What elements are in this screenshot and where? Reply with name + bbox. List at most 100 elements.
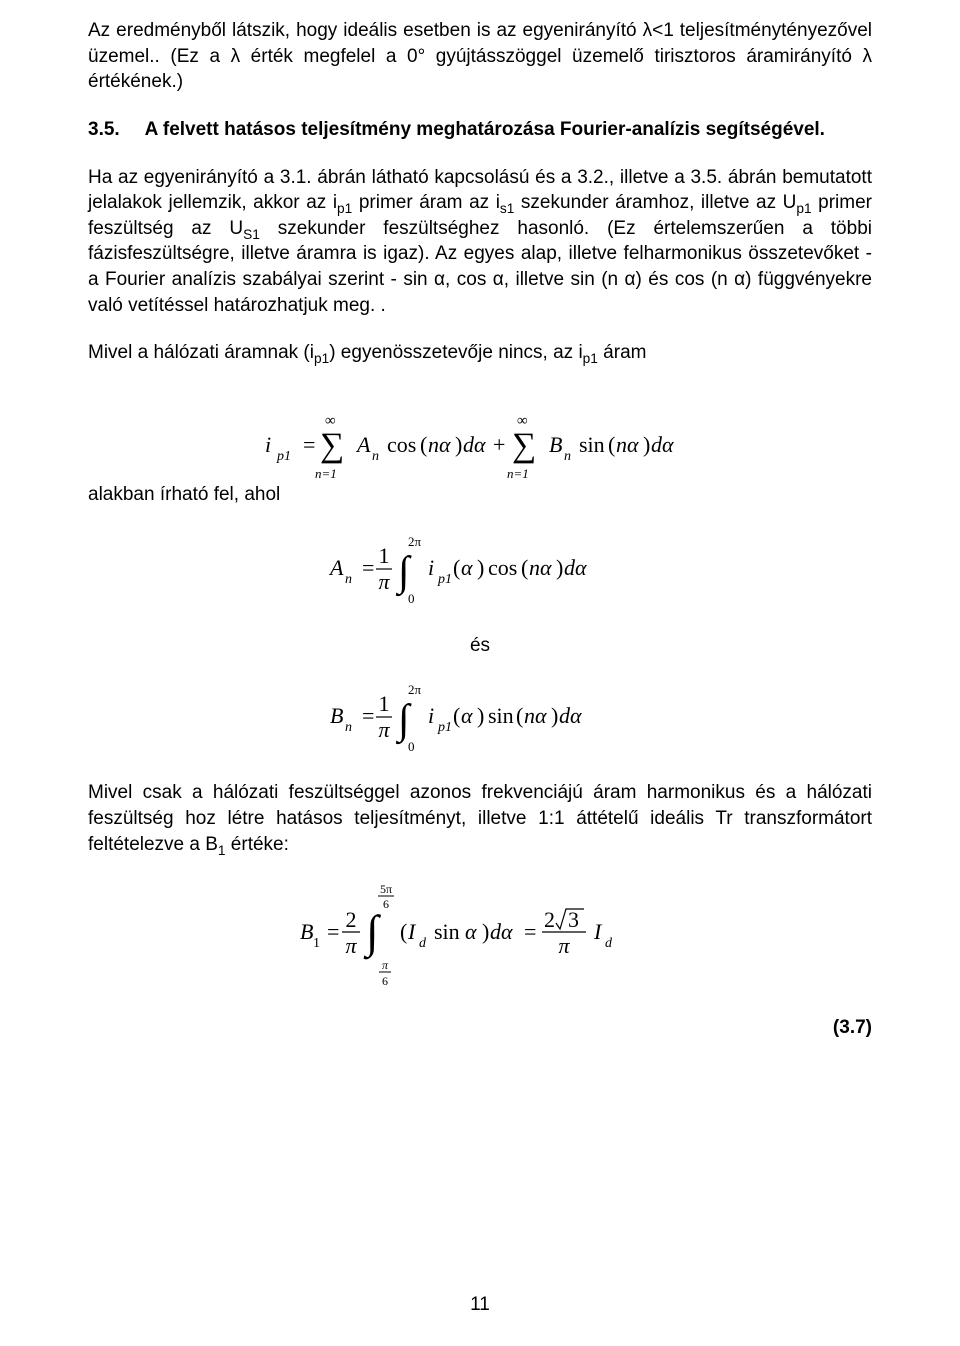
svg-text:+: + bbox=[493, 432, 505, 457]
p3-post: áram bbox=[598, 342, 647, 363]
svg-text:=: = bbox=[362, 703, 374, 728]
svg-text:(: ( bbox=[420, 432, 427, 457]
svg-text:i: i bbox=[428, 703, 434, 728]
svg-text:dα: dα bbox=[559, 703, 582, 728]
svg-text:p1: p1 bbox=[437, 572, 452, 587]
svg-text:dα: dα bbox=[490, 919, 513, 944]
svg-text:π: π bbox=[378, 569, 390, 594]
svg-text:A: A bbox=[355, 432, 371, 457]
svg-text:=: = bbox=[303, 432, 315, 457]
svg-text:cos: cos bbox=[387, 432, 416, 457]
svg-text:α: α bbox=[461, 703, 473, 728]
svg-text:A: A bbox=[328, 555, 344, 580]
svg-text:(: ( bbox=[521, 555, 528, 580]
svg-text:1: 1 bbox=[379, 691, 390, 716]
p2-mid2: szekunder áramhoz, illetve az U bbox=[514, 192, 796, 213]
svg-text:d: d bbox=[605, 936, 613, 951]
svg-text:cos: cos bbox=[488, 555, 517, 580]
svg-text:dα: dα bbox=[463, 432, 486, 457]
p2-mid1: primer áram az i bbox=[352, 192, 500, 213]
svg-text:i: i bbox=[265, 432, 271, 457]
svg-text:0: 0 bbox=[408, 739, 415, 754]
equation-B1-svg: B 1 = 2 π 5π 6 ∫ π 6 ( I d sin α bbox=[300, 879, 660, 989]
svg-text:3: 3 bbox=[568, 907, 579, 932]
svg-text:n: n bbox=[372, 449, 379, 464]
svg-text:∫: ∫ bbox=[395, 697, 412, 745]
p5-post: értéke: bbox=[226, 834, 289, 855]
svg-text:): ) bbox=[556, 555, 563, 580]
svg-text:sin: sin bbox=[434, 919, 460, 944]
svg-text:): ) bbox=[455, 432, 462, 457]
svg-text:dα: dα bbox=[651, 432, 674, 457]
equation-Bn-svg: B n = 1 π 2π ∫ 0 i p1 ( α ) sin ( nα ) d… bbox=[330, 677, 630, 755]
svg-text:π: π bbox=[382, 958, 389, 972]
svg-text:α: α bbox=[465, 919, 477, 944]
svg-text:5π: 5π bbox=[380, 882, 392, 896]
paragraph-1: Az eredményből látszik, hogy ideális ese… bbox=[88, 18, 872, 95]
equation-B1: B 1 = 2 π 5π 6 ∫ π 6 ( I d sin α bbox=[88, 879, 872, 997]
p3-sub1: p1 bbox=[314, 351, 329, 366]
svg-text:1: 1 bbox=[379, 543, 390, 568]
equation-An-svg: A n = 1 π 2π ∫ 0 i p1 ( α ) cos ( nα ) d… bbox=[330, 529, 630, 607]
svg-text:0: 0 bbox=[408, 591, 415, 606]
svg-text:∑: ∑ bbox=[320, 427, 344, 464]
svg-text:I: I bbox=[407, 919, 417, 944]
svg-text:∫: ∫ bbox=[363, 906, 381, 960]
svg-text:2: 2 bbox=[346, 907, 357, 932]
svg-text:): ) bbox=[551, 703, 558, 728]
svg-text:=: = bbox=[524, 919, 536, 944]
p2-sub1: p1 bbox=[337, 201, 352, 216]
svg-text:1: 1 bbox=[313, 936, 320, 951]
equation-Bn: B n = 1 π 2π ∫ 0 i p1 ( α ) sin ( nα ) d… bbox=[88, 677, 872, 763]
svg-text:B: B bbox=[330, 703, 343, 728]
svg-text:p1: p1 bbox=[276, 449, 291, 464]
svg-text:π: π bbox=[558, 933, 570, 958]
page-number: 11 bbox=[0, 1292, 960, 1318]
svg-text:nα: nα bbox=[428, 432, 451, 457]
svg-text:B: B bbox=[549, 432, 562, 457]
svg-text:sin: sin bbox=[579, 432, 605, 457]
svg-text:=: = bbox=[327, 919, 339, 944]
svg-text:nα: nα bbox=[524, 703, 547, 728]
svg-text:d: d bbox=[419, 936, 427, 951]
svg-text:nα: nα bbox=[529, 555, 552, 580]
svg-text:∑: ∑ bbox=[512, 427, 536, 464]
svg-text:(: ( bbox=[453, 555, 460, 580]
paragraph-2: Ha az egyenirányító a 3.1. ábrán látható… bbox=[88, 165, 872, 319]
svg-text:(: ( bbox=[516, 703, 523, 728]
paragraph-3: Mivel a hálózati áramnak (ip1) egyenössz… bbox=[88, 340, 872, 366]
svg-text:2π: 2π bbox=[408, 682, 422, 697]
es-label: és bbox=[88, 633, 872, 659]
svg-text:i: i bbox=[428, 555, 434, 580]
svg-text:B: B bbox=[300, 919, 313, 944]
svg-text:2π: 2π bbox=[408, 534, 422, 549]
svg-text:sin: sin bbox=[488, 703, 514, 728]
p3-pre: Mivel a hálózati áramnak (i bbox=[88, 342, 314, 363]
heading-number: 3.5. bbox=[88, 117, 140, 143]
p5-sub1: 1 bbox=[218, 842, 226, 857]
svg-text:n: n bbox=[345, 572, 352, 587]
paragraph-5: Mivel csak a hálózati feszültséggel azon… bbox=[88, 780, 872, 857]
svg-text:n: n bbox=[345, 720, 352, 735]
svg-text:(: ( bbox=[400, 919, 407, 944]
svg-text:∫: ∫ bbox=[395, 549, 412, 597]
svg-text:p1: p1 bbox=[437, 720, 452, 735]
svg-text:6: 6 bbox=[383, 897, 389, 911]
svg-text:): ) bbox=[477, 555, 484, 580]
svg-text:n=1: n=1 bbox=[315, 466, 337, 481]
svg-text:n=1: n=1 bbox=[507, 466, 529, 481]
svg-text:=: = bbox=[362, 555, 374, 580]
p5-pre: Mivel csak a hálózati feszültséggel azon… bbox=[88, 782, 872, 854]
svg-text:π: π bbox=[378, 717, 390, 742]
svg-text:6: 6 bbox=[382, 974, 388, 988]
p2-sub4: S1 bbox=[243, 227, 260, 242]
svg-text:): ) bbox=[482, 919, 489, 944]
svg-text:2: 2 bbox=[544, 907, 555, 932]
svg-text:I: I bbox=[593, 919, 603, 944]
svg-text:n: n bbox=[564, 449, 571, 464]
equation-An: A n = 1 π 2π ∫ 0 i p1 ( α ) cos ( nα ) d… bbox=[88, 529, 872, 615]
svg-text:dα: dα bbox=[564, 555, 587, 580]
p2-sub2: s1 bbox=[500, 201, 514, 216]
p3-sub2: p1 bbox=[583, 351, 598, 366]
svg-text:nα: nα bbox=[616, 432, 639, 457]
